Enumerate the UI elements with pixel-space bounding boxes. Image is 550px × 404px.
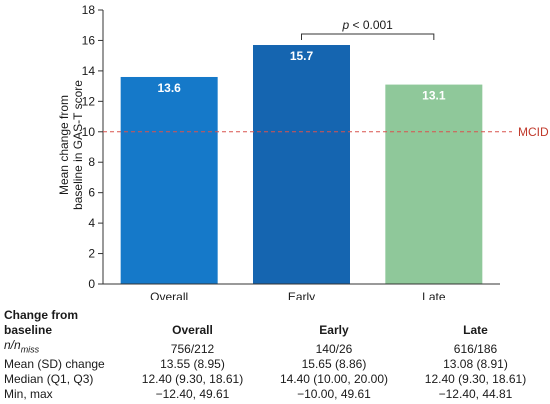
row-label-mean-sd: Mean (SD) change <box>4 357 105 372</box>
bar-overall <box>120 76 218 284</box>
p-value-label: p < 0.001 <box>341 18 393 32</box>
table-cell: 140/26 <box>315 342 353 357</box>
bars: 13.6 15.7 13.1 <box>120 45 483 285</box>
row-label-min-max: Min, max <box>4 387 53 402</box>
table-cell: −12.40, 49.61 <box>155 387 230 402</box>
table-column-header-row: baseline Overall Early Late <box>4 323 544 338</box>
y-tick-label: 18 <box>82 3 96 17</box>
summary-statistics-table: Change from baseline Overall Early Late … <box>4 308 544 402</box>
table-row: Min, max −12.40, 49.61 −10.00, 49.61 −12… <box>4 387 544 402</box>
bar-value-label: 15.7 <box>290 49 314 63</box>
table-cell: 12.40 (9.30, 18.61) <box>424 372 527 387</box>
y-axis-title-line-1: Mean change from <box>57 95 71 195</box>
table-cell: 15.65 (8.86) <box>301 357 367 372</box>
table-row: Median (Q1, Q3) 12.40 (9.30, 18.61) 14.4… <box>4 372 544 387</box>
table-cell: 756/212 <box>170 342 215 357</box>
y-tick-label: 0 <box>88 277 95 291</box>
column-header-late: Late <box>463 323 488 337</box>
y-tick-label: 10 <box>82 125 96 139</box>
column-header-overall: Overall <box>172 323 213 337</box>
x-category-label: Early <box>288 290 315 300</box>
x-axis: Overall Early Late <box>103 283 500 300</box>
y-axis: 0 2 4 6 8 10 12 14 16 18 <box>82 3 104 291</box>
bar-value-label: 13.1 <box>422 89 446 103</box>
table-cell: 616/186 <box>453 342 498 357</box>
y-tick-label: 14 <box>82 64 96 78</box>
y-tick-label: 8 <box>88 155 95 169</box>
reference-line-label: MCID <box>518 125 549 139</box>
table-cell: −10.00, 49.61 <box>297 387 371 402</box>
bar-chart: Mean change from baseline in GAS-T score… <box>57 3 549 300</box>
y-axis-title-line-2: baseline in GAS-T score <box>71 80 85 210</box>
column-header-early: Early <box>319 323 349 337</box>
table-cell: 12.40 (9.30, 18.61) <box>141 372 244 387</box>
y-tick-label: 6 <box>88 186 95 200</box>
y-tick-label: 12 <box>82 94 96 108</box>
significance-bracket: p < 0.001 <box>301 18 435 40</box>
y-axis-title: Mean change from baseline in GAS-T score <box>57 80 85 210</box>
table-header-label: Change from <box>4 308 124 323</box>
mcid-reference-line: MCID <box>103 125 549 139</box>
y-tick-label: 2 <box>88 247 95 261</box>
x-category-label: Late <box>422 290 446 300</box>
y-tick-label: 4 <box>88 216 95 230</box>
table-header-row: Change from <box>4 308 544 323</box>
table-cell: 13.08 (8.91) <box>443 357 508 372</box>
table-header-label-line-2: baseline <box>4 323 53 337</box>
table-cell: −12.40, 44.81 <box>438 387 513 402</box>
table-header-line-1: Change from <box>4 308 79 322</box>
table-row: Mean (SD) change 13.55 (8.95) 15.65 (8.8… <box>4 357 544 372</box>
table-cell: 14.40 (10.00, 20.00) <box>279 372 389 387</box>
bar-early <box>253 45 350 285</box>
y-tick-label: 16 <box>82 33 96 47</box>
table-row: n/nmiss 756/212 140/26 616/186 <box>4 338 544 357</box>
significance-bracket-line <box>301 33 435 40</box>
row-label-n-nmiss: n/nmiss <box>4 338 40 355</box>
x-category-label: Overall <box>150 290 188 300</box>
table-cell: 13.55 (8.95) <box>160 357 225 372</box>
bar-late <box>385 84 483 284</box>
bar-value-label: 13.6 <box>157 81 181 95</box>
row-label-median-q1-q3: Median (Q1, Q3) <box>4 372 94 387</box>
